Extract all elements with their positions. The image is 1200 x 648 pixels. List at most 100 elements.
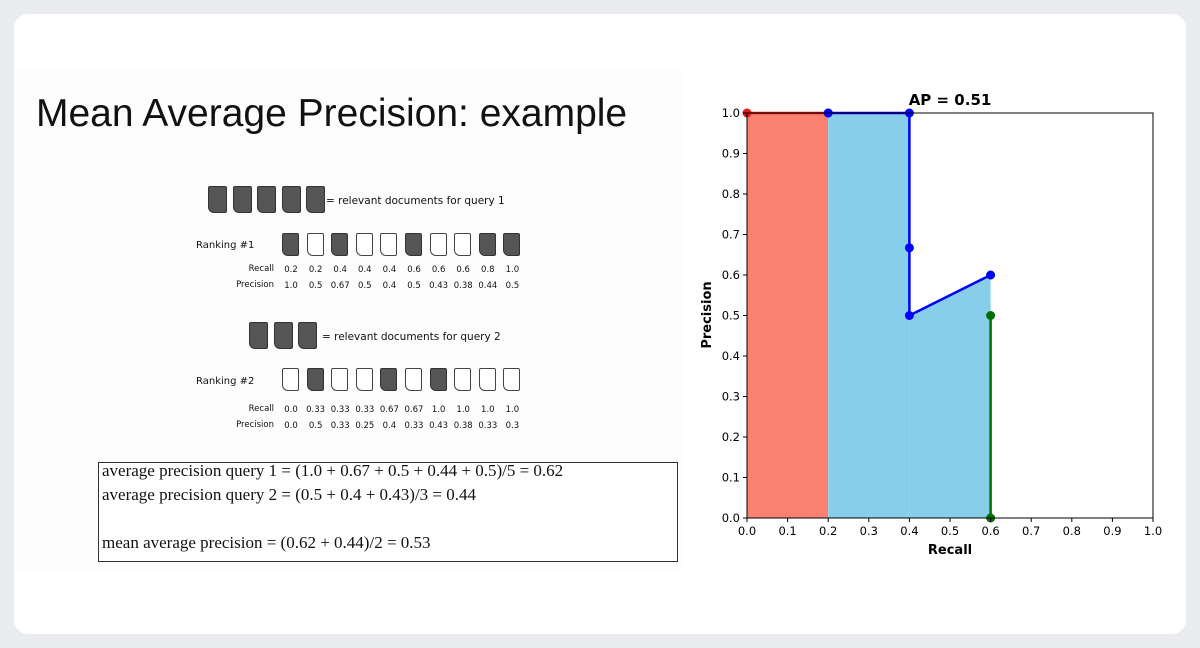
- ranking1-label: Ranking #1: [196, 240, 255, 251]
- recall-value: 0.33: [355, 405, 375, 415]
- recall-value: 0.6: [456, 265, 470, 275]
- query2-legend-label: = relevant documents for query 2: [322, 331, 501, 343]
- recall-value: 0.6: [407, 265, 421, 275]
- document-icon: [405, 368, 422, 391]
- y-tick-label: 0.3: [722, 390, 740, 404]
- document-icon: [355, 368, 373, 391]
- x-tick-label: 0.5: [941, 524, 959, 538]
- precision-value: 0.33: [478, 421, 498, 431]
- ranking2-precision-label: Precision: [236, 420, 274, 430]
- relevant-document-icon: [282, 233, 299, 256]
- precision-value: 0.38: [453, 281, 473, 291]
- query1-legend-label: = relevant documents for query 1: [326, 195, 505, 207]
- x-tick-label: 1.0: [1144, 524, 1162, 538]
- y-tick-label: 0.2: [722, 430, 740, 444]
- precision-value: 0.3: [505, 421, 520, 431]
- precision-value: 0.33: [404, 421, 424, 431]
- y-tick-label: 0.6: [722, 268, 740, 282]
- recall-value: 1.0: [481, 405, 495, 415]
- precision-value: 0.5: [358, 281, 372, 291]
- recall-value: 1.0: [456, 405, 470, 415]
- x-tick-label: 0.6: [981, 524, 999, 538]
- area-region: [747, 113, 829, 518]
- y-tick-label: 0.0: [722, 511, 740, 525]
- relevant-document-icon: [405, 233, 422, 256]
- recall-value: 1.0: [431, 405, 446, 415]
- precision-value: 0.43: [429, 421, 449, 431]
- ap-chart: 0.0 0.1 0.2 0.3 0.4 0.5 0.6 0.7 0.8 0.9 1.0 0.0 0.1 0…: [700, 91, 1162, 556]
- relevant-document-icon: [298, 322, 317, 349]
- precision-value: 0.4: [382, 421, 397, 431]
- x-tick-label: 0.4: [900, 524, 918, 538]
- x-tick-label: 0.7: [1022, 524, 1040, 538]
- precision-value: 0.33: [330, 421, 350, 431]
- recall-value: 0.33: [330, 405, 350, 415]
- precision-value: 0.43: [429, 281, 449, 291]
- relevant-document-icon: [306, 186, 325, 213]
- data-point: [986, 311, 996, 320]
- relevant-document-icon: [208, 186, 227, 213]
- document-icon: [454, 368, 472, 391]
- relevant-document-icon: [380, 368, 398, 391]
- document-icon: [306, 233, 324, 256]
- y-tick-label: 0.4: [722, 349, 740, 363]
- recall-value: 0.33: [306, 405, 326, 415]
- y-tick-label: 0.7: [722, 228, 740, 242]
- document-icon: [380, 233, 398, 256]
- relevant-document-icon: [232, 186, 252, 213]
- recall-value: 0.67: [404, 405, 424, 415]
- precision-value: 0.67: [330, 281, 350, 291]
- area-region: [828, 113, 910, 518]
- data-point: [904, 243, 914, 253]
- recall-value: 0.6: [431, 265, 446, 275]
- precision-value: 0.44: [478, 281, 498, 291]
- relevant-document-icon: [257, 186, 276, 213]
- precision-value: 0.25: [355, 421, 375, 431]
- precision-value: 0.5: [505, 281, 520, 291]
- precision-value: 0.5: [407, 281, 421, 291]
- slide-title: Mean Average Precision: example: [36, 92, 628, 135]
- precision-value: 0.4: [382, 281, 397, 291]
- recall-value: 0.4: [358, 265, 372, 275]
- ranking2-recall-label: Recall: [248, 404, 274, 414]
- relevant-document-icon: [273, 322, 293, 349]
- recall-value: 0.0: [284, 405, 298, 415]
- y-axis-label: Precision: [700, 281, 715, 348]
- recall-value: 1.0: [505, 265, 520, 275]
- y-tick-label: 0.9: [722, 147, 740, 161]
- formula-map: mean average precision = (0.62 + 0.44)/2…: [102, 533, 431, 552]
- document-icon: [478, 368, 496, 391]
- x-tick-label: 0.8: [1063, 524, 1081, 538]
- formula-ap-query1: average precision query 1 = (1.0 + 0.67 …: [102, 461, 564, 480]
- document-icon: [282, 368, 299, 391]
- chart-title: AP = 0.51: [909, 91, 992, 109]
- ranking1-recall-label: Recall: [248, 264, 274, 274]
- y-tick-label: 0.1: [722, 471, 740, 485]
- document-icon: [331, 368, 349, 391]
- precision-value: 0.5: [308, 281, 323, 291]
- formula-ap-query2: average precision query 2 = (0.5 + 0.4 +…: [102, 485, 477, 504]
- document-icon: [429, 233, 447, 256]
- recall-value: 0.2: [284, 265, 298, 275]
- relevant-document-icon: [281, 186, 301, 213]
- x-tick-label: 0.2: [819, 524, 837, 538]
- document-icon: [355, 233, 373, 256]
- x-axis-label: Recall: [928, 543, 972, 556]
- relevant-document-icon: [331, 233, 349, 256]
- precision-value: 0.0: [284, 421, 298, 431]
- document-icon: [503, 368, 521, 391]
- y-tick-label: 1.0: [722, 106, 740, 120]
- recall-value: 0.8: [481, 265, 495, 275]
- recall-value: 0.4: [382, 265, 397, 275]
- relevant-document-icon: [249, 322, 268, 349]
- precision-value: 1.0: [284, 281, 298, 291]
- precision-value: 0.38: [453, 421, 473, 431]
- recall-value: 0.2: [308, 265, 323, 275]
- x-tick-label: 0.1: [778, 524, 796, 538]
- data-point: [986, 270, 996, 280]
- y-tick-label: 0.8: [722, 187, 740, 201]
- ranking1-precision-label: Precision: [236, 280, 274, 290]
- precision-value: 0.5: [308, 421, 323, 431]
- relevant-document-icon: [478, 233, 496, 256]
- area-region: [909, 275, 991, 518]
